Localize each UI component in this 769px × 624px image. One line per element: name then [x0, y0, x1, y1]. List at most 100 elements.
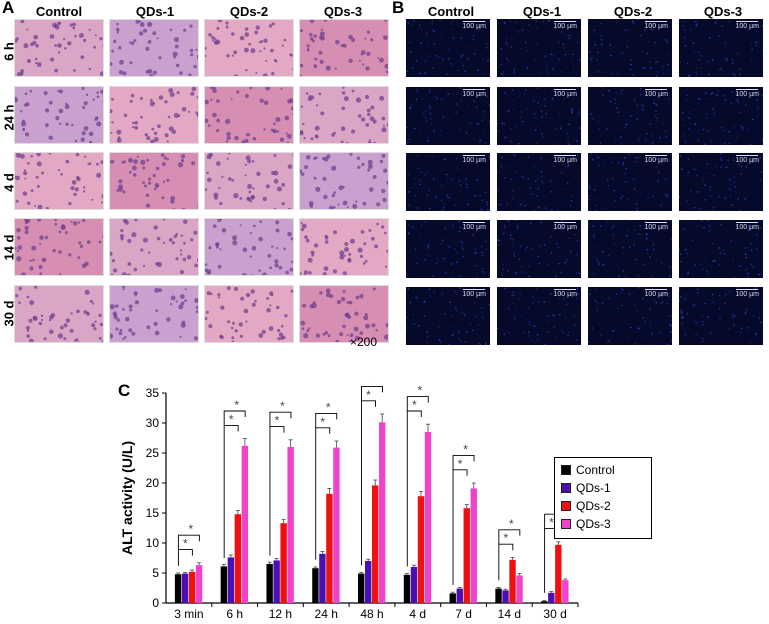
legend-swatch-qds3	[561, 519, 571, 529]
bar-qds-1	[319, 553, 326, 603]
bar-qds-3	[195, 565, 203, 603]
bar-qds-2	[555, 544, 562, 603]
histology-image	[14, 218, 104, 276]
scale-bar-label: 100 µm	[553, 157, 578, 164]
scale-bar-label: 100 µm	[644, 23, 669, 30]
legend-item-qds3: QDs-3	[561, 516, 611, 532]
significance-bracket	[406, 410, 422, 567]
y-tick-label: 25	[146, 446, 160, 460]
legend-item-control: Control	[561, 462, 615, 478]
panel-b-col-qds2: QDs-2	[613, 4, 653, 19]
panel-b-col-control: Control	[427, 4, 475, 19]
y-tick-label: 15	[146, 506, 160, 520]
scale-bar-label: 100 µm	[735, 291, 760, 298]
y-tick-label: 30	[146, 416, 160, 430]
histology-image	[299, 218, 389, 276]
fluorescence-image: 100 µm	[406, 287, 490, 345]
legend-item-qds1: QDs-1	[561, 480, 611, 496]
bar-qds-2	[463, 508, 470, 603]
x-tick-label: 4 d	[409, 607, 426, 621]
significance-marker: *	[229, 412, 234, 426]
scale-bar-label: 100 µm	[735, 91, 760, 98]
bar-qds-3	[424, 432, 432, 603]
significance-bracket	[223, 424, 239, 558]
x-tick-label: 14 d	[498, 607, 521, 621]
panel-b-col-qds3: QDs-3	[703, 4, 743, 19]
significance-bracket	[269, 426, 285, 556]
histology-image	[109, 218, 199, 276]
bar-qds-3	[470, 488, 477, 603]
scale-bar-label: 100 µm	[553, 23, 578, 30]
bar-control	[174, 574, 182, 603]
bar-qds-2	[188, 571, 196, 603]
significance-marker: *	[326, 400, 331, 414]
chart-legend: Control QDs-1 QDs-2 QDs-3	[554, 457, 652, 539]
histology-image	[204, 19, 294, 77]
x-tick-label: 30 d	[543, 607, 566, 621]
fluorescence-image: 100 µm	[406, 19, 490, 77]
bar-control	[403, 574, 411, 603]
significance-marker: *	[234, 398, 239, 412]
histology-image	[204, 218, 294, 276]
significance-bracket	[452, 469, 468, 585]
significance-bracket	[361, 385, 383, 401]
significance-marker: *	[183, 537, 188, 551]
significance-marker: *	[412, 398, 417, 412]
bar-qds-3	[562, 580, 569, 603]
histology-image	[299, 86, 389, 144]
significance-marker: *	[366, 388, 371, 402]
panel-a-letter: A	[2, 0, 15, 17]
significance-bracket	[315, 427, 331, 560]
magnification-label: ×200	[350, 335, 378, 349]
bar-qds-3	[379, 422, 386, 603]
scale-bar-label: 100 µm	[644, 291, 669, 298]
x-tick-label: 24 h	[315, 607, 338, 621]
significance-bracket	[361, 400, 376, 566]
bar-qds-2	[509, 559, 516, 603]
scale-bar-label: 100 µm	[553, 291, 578, 298]
significance-marker: *	[463, 442, 468, 456]
legend-swatch-control	[561, 465, 571, 475]
bar-qds-1	[456, 588, 463, 603]
histology-image	[14, 285, 104, 343]
significance-marker: *	[320, 415, 325, 429]
scale-bar-label: 100 µm	[644, 157, 669, 164]
histology-image	[299, 285, 389, 343]
significance-marker: *	[458, 457, 463, 471]
panel-a-col-qds1: QDs-1	[135, 4, 175, 19]
bar-qds-2	[417, 496, 425, 603]
histology-image	[204, 86, 294, 144]
x-tick-label: 6 h	[226, 607, 243, 621]
legend-label-control: Control	[576, 463, 615, 477]
bar-qds-3	[287, 447, 294, 603]
fluorescence-image: 100 µm	[588, 87, 672, 145]
fluorescence-image: 100 µm	[406, 153, 490, 211]
bar-qds-3	[241, 445, 249, 603]
bar-control	[312, 568, 319, 603]
histology-image	[109, 86, 199, 144]
bar-control	[266, 564, 273, 603]
x-tick-label: 3 min	[174, 607, 203, 621]
fluorescence-image: 100 µm	[406, 220, 490, 278]
significance-bracket	[177, 534, 200, 550]
bar-qds-1	[365, 561, 372, 603]
significance-marker: *	[275, 414, 280, 428]
fluorescence-image: 100 µm	[679, 87, 763, 145]
y-tick-label: 20	[146, 476, 160, 490]
bar-qds-2	[326, 493, 333, 603]
y-tick-label: 0	[152, 596, 159, 610]
significance-bracket	[223, 410, 246, 426]
panel-b-col-qds1: QDs-1	[522, 4, 562, 19]
legend-swatch-qds1	[561, 483, 571, 493]
bar-qds-2	[234, 514, 242, 603]
histology-image	[14, 152, 104, 210]
scale-bar-label: 100 µm	[644, 224, 669, 231]
panel-b-letter: B	[392, 0, 405, 17]
fluorescence-image: 100 µm	[497, 87, 581, 145]
bar-qds-1	[548, 592, 555, 603]
scale-bar-label: 100 µm	[462, 23, 487, 30]
histology-image	[109, 285, 199, 343]
panel-a-col-qds3: QDs-3	[323, 4, 363, 19]
bar-control	[449, 593, 456, 603]
